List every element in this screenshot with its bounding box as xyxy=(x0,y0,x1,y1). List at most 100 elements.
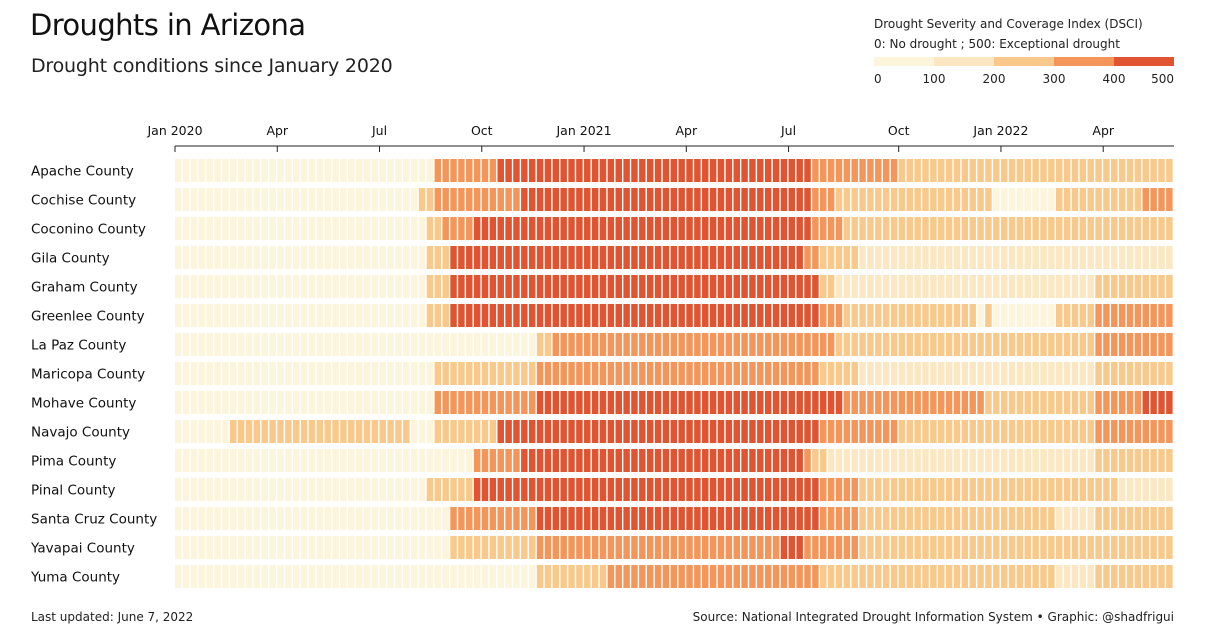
heatmap-cell xyxy=(355,420,363,443)
heatmap-cell xyxy=(316,391,324,414)
heatmap-cell xyxy=(875,507,882,530)
heatmap-cell xyxy=(1087,159,1094,182)
heatmap-cell xyxy=(300,304,308,327)
heatmap-cell xyxy=(772,217,780,240)
heatmap-cell xyxy=(332,188,339,211)
heatmap-cell xyxy=(1150,507,1157,530)
legend-swatch xyxy=(994,57,1054,66)
heatmap-cell xyxy=(222,159,229,182)
heatmap-cell xyxy=(867,507,874,530)
heatmap-cell xyxy=(1134,478,1142,501)
heatmap-cell xyxy=(1056,391,1063,414)
heatmap-cell xyxy=(348,217,355,240)
heatmap-cell xyxy=(662,159,670,182)
heatmap-cell xyxy=(1000,507,1008,530)
heatmap-cell xyxy=(725,333,733,356)
heatmap-cell xyxy=(1150,333,1157,356)
heatmap-row: Navajo County xyxy=(31,420,1173,443)
heatmap-cell xyxy=(702,333,709,356)
heatmap-cell xyxy=(552,449,560,472)
heatmap-cell xyxy=(450,391,457,414)
heatmap-cell xyxy=(969,478,976,501)
heatmap-cell xyxy=(1111,420,1118,443)
heatmap-cell xyxy=(953,391,961,414)
heatmap-cell xyxy=(292,275,300,298)
heatmap-cell xyxy=(599,188,607,211)
heatmap-cell xyxy=(1142,275,1150,298)
heatmap-cell xyxy=(709,159,717,182)
heatmap-cell xyxy=(764,246,772,269)
heatmap-cell xyxy=(733,159,740,182)
heatmap-cell xyxy=(733,478,740,501)
heatmap-cell xyxy=(623,159,630,182)
heatmap-cell xyxy=(505,449,512,472)
heatmap-cell xyxy=(576,536,583,559)
heatmap-cell xyxy=(332,565,339,588)
heatmap-cell xyxy=(1024,246,1032,269)
heatmap-cell xyxy=(977,275,984,298)
heatmap-cell xyxy=(804,246,811,269)
heatmap-cell xyxy=(505,362,512,385)
heatmap-cell xyxy=(198,565,206,588)
heatmap-cell xyxy=(631,188,638,211)
heatmap-cell xyxy=(1103,188,1110,211)
heatmap-cell xyxy=(434,188,442,211)
heatmap-cell xyxy=(1016,217,1024,240)
heatmap-cell xyxy=(552,536,560,559)
heatmap-cell xyxy=(214,478,221,501)
heatmap-cell xyxy=(631,449,638,472)
heatmap-cell xyxy=(528,391,536,414)
heatmap-cell xyxy=(717,362,725,385)
heatmap-cell xyxy=(646,217,654,240)
heatmap-cell xyxy=(426,391,434,414)
heatmap-cell xyxy=(1126,565,1134,588)
heatmap-cell xyxy=(1008,391,1016,414)
heatmap-cell xyxy=(348,188,355,211)
heatmap-cell xyxy=(875,246,882,269)
heatmap-cell xyxy=(646,304,654,327)
heatmap-cell xyxy=(1134,188,1142,211)
heatmap-cell xyxy=(1111,449,1118,472)
heatmap-cell xyxy=(930,536,937,559)
heatmap-cell xyxy=(1095,217,1102,240)
heatmap-cell xyxy=(694,565,701,588)
heatmap-cell xyxy=(1134,217,1142,240)
heatmap-cell xyxy=(882,565,890,588)
heatmap-cell xyxy=(875,362,882,385)
heatmap-cell xyxy=(977,449,984,472)
heatmap-cell xyxy=(277,391,284,414)
heatmap-cell xyxy=(953,217,961,240)
heatmap-cell xyxy=(812,159,819,182)
heatmap-cell xyxy=(804,449,811,472)
heatmap-cell xyxy=(1111,362,1118,385)
heatmap-cell xyxy=(922,565,929,588)
heatmap-cell xyxy=(576,478,583,501)
heatmap-cell xyxy=(1000,304,1008,327)
legend-tick-label: 100 xyxy=(923,72,946,86)
heatmap-cell xyxy=(308,217,316,240)
heatmap-cell xyxy=(576,159,583,182)
heatmap-cell xyxy=(489,217,497,240)
heatmap-cell xyxy=(403,246,410,269)
heatmap-cell xyxy=(702,449,709,472)
heatmap-cell xyxy=(521,449,528,472)
heatmap-cell xyxy=(497,246,504,269)
heatmap-cell xyxy=(190,391,198,414)
heatmap-cell xyxy=(1024,304,1032,327)
heatmap-cell xyxy=(599,217,607,240)
heatmap-cell xyxy=(363,246,371,269)
heatmap-cell xyxy=(717,159,725,182)
heatmap-cell xyxy=(914,246,921,269)
heatmap-cell xyxy=(709,420,717,443)
heatmap-cell xyxy=(851,159,858,182)
heatmap-cell xyxy=(458,507,465,530)
heatmap-cell xyxy=(214,333,221,356)
heatmap-cell xyxy=(662,420,670,443)
heatmap-cell xyxy=(473,507,481,530)
heatmap-cell xyxy=(371,536,379,559)
heatmap-cell xyxy=(875,536,882,559)
heatmap-cell xyxy=(269,391,276,414)
heatmap-cell xyxy=(308,246,316,269)
heatmap-cell xyxy=(1071,507,1079,530)
heatmap-cell xyxy=(654,304,662,327)
